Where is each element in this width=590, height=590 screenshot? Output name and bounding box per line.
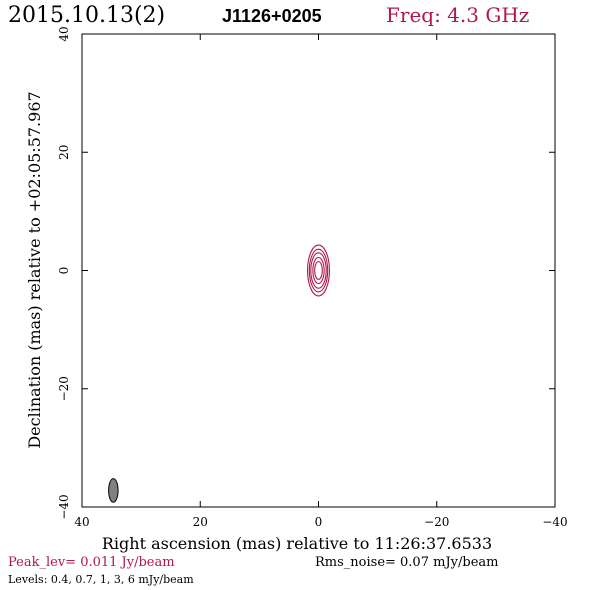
plot-frame (81, 33, 556, 508)
x-tick-label: −20 (424, 515, 449, 529)
y-axis-ticks (82, 33, 555, 508)
x-axis-tick-labels: 40 20 0 −20 −40 (74, 515, 567, 529)
y-axis-title: Declination (mas) relative to +02:05:57.… (25, 91, 44, 448)
peak-level: Peak_lev= 0.011 Jy/beam (8, 555, 175, 570)
source-name: J1126+0205 (222, 6, 322, 26)
y-tick-label: 40 (57, 26, 71, 41)
y-tick-label: 0 (57, 267, 71, 275)
y-tick-label: 20 (57, 145, 71, 160)
beam-group (108, 478, 119, 503)
y-tick-label: −20 (57, 376, 71, 401)
x-tick-label: 40 (74, 515, 89, 529)
y-tick-label: −40 (57, 494, 71, 519)
contour-level (312, 256, 325, 285)
y-axis-tick-labels: −40 −20 0 20 40 (57, 26, 71, 519)
x-tick-label: −40 (542, 515, 567, 529)
x-tick-label: 0 (315, 515, 323, 529)
x-axis-ticks (81, 34, 556, 507)
beam-ellipse (108, 478, 119, 503)
contour-level (310, 252, 327, 289)
contour-level (307, 244, 330, 297)
x-axis-title: Right ascension (mas) relative to 11:26:… (102, 534, 492, 553)
contour-level (308, 248, 329, 293)
contour-level (314, 261, 323, 280)
observation-date: 2015.10.13(2) (8, 3, 165, 28)
contour-levels: Levels: 0.4, 0.7, 1, 3, 6 mJy/beam (8, 573, 194, 586)
x-tick-label: 20 (193, 515, 208, 529)
source-contours (307, 244, 330, 297)
rms-noise: Rms_noise= 0.07 mJy/beam (315, 555, 498, 570)
frequency-label: Freq: 4.3 GHz (386, 3, 529, 27)
